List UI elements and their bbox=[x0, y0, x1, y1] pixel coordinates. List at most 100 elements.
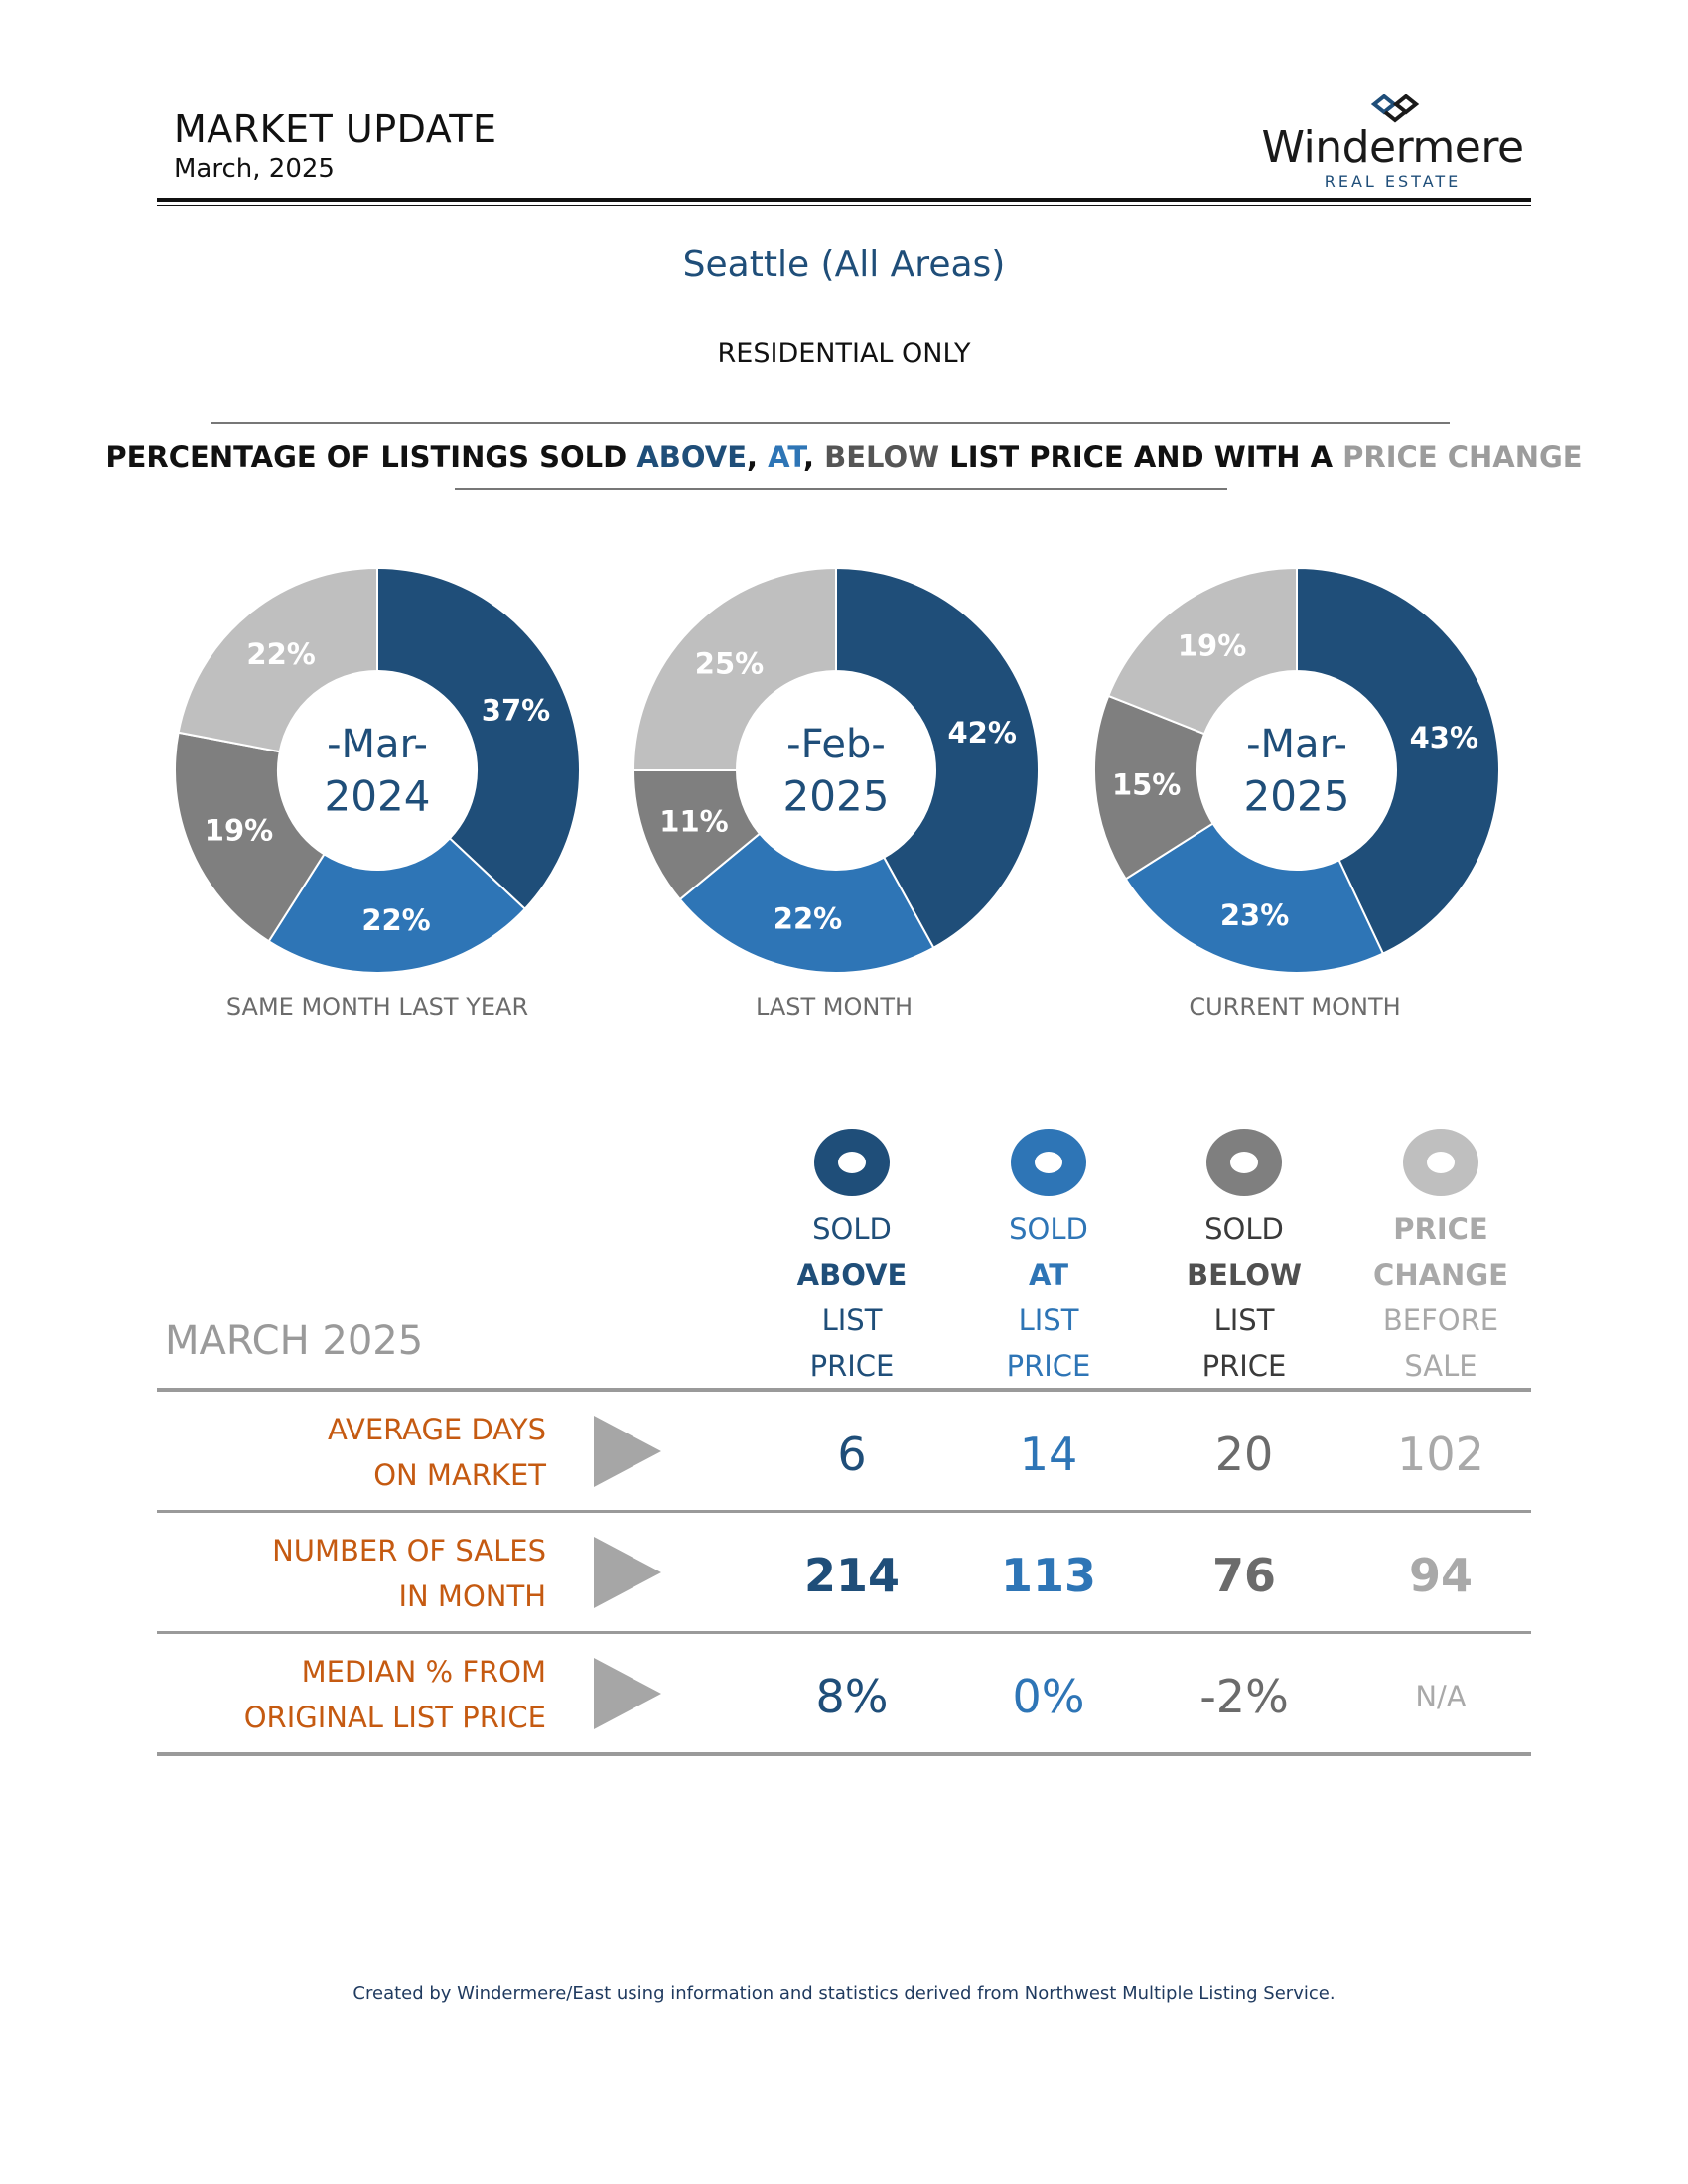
row-arrow-icon bbox=[594, 1658, 661, 1729]
donut-2-label-above: 42% bbox=[948, 716, 1017, 750]
windermere-logo: Windermere REAL ESTATE bbox=[1261, 94, 1524, 194]
donut-3-slice-at bbox=[1124, 822, 1385, 974]
column-header-line: PRICE bbox=[1393, 1212, 1488, 1246]
column-header-line: PRICE bbox=[1006, 1349, 1091, 1383]
column-header-at: SOLD AT LIST PRICE bbox=[949, 1206, 1148, 1389]
legend-ring-at-icon bbox=[1011, 1129, 1086, 1196]
column-header-line: PRICE bbox=[1201, 1349, 1287, 1383]
table-rule bbox=[157, 1510, 1531, 1513]
column-header-change: PRICE CHANGE BEFORE SALE bbox=[1341, 1206, 1540, 1389]
header-rule-thick bbox=[157, 198, 1531, 202]
cell-num-sales-below: 76 bbox=[1211, 1549, 1276, 1602]
donut-charts: 37% 22% 19% 22% -Mar- 2024 42% 22% 11% 25% -Feb- 20… bbox=[174, 566, 1500, 974]
row-label-line: IN MONTH bbox=[398, 1579, 546, 1613]
column-header-line: BELOW bbox=[1187, 1258, 1302, 1292]
donut-3-slice-change bbox=[1107, 566, 1298, 736]
cell-num-sales-above: 214 bbox=[803, 1549, 901, 1602]
donut-1-label-at: 22% bbox=[361, 903, 430, 937]
donut-1-slice-change bbox=[177, 566, 378, 753]
donut-1-center-year: 2024 bbox=[325, 772, 431, 821]
cell-avg-days-below: 20 bbox=[1214, 1428, 1274, 1481]
donut-1-slice-below bbox=[174, 731, 326, 943]
donut-3-slice-below bbox=[1093, 694, 1214, 881]
logo-subtitle: REAL ESTATE bbox=[1324, 172, 1462, 191]
legend-ring-below-icon bbox=[1206, 1129, 1282, 1196]
header-rule-thin bbox=[157, 205, 1531, 206]
windermere-logo-icon bbox=[1370, 94, 1420, 123]
title-key-change: PRICE CHANGE bbox=[1342, 440, 1583, 474]
title-comma-2: , bbox=[803, 440, 825, 474]
table-month-label: MARCH 2025 bbox=[165, 1318, 424, 1364]
donut-caption-3: CURRENT MONTH bbox=[1189, 993, 1401, 1021]
column-header-line: SOLD bbox=[1204, 1212, 1284, 1246]
donut-3-label-below: 15% bbox=[1112, 767, 1181, 801]
donut-1-label-above: 37% bbox=[482, 694, 550, 728]
cell-num-sales-at: 113 bbox=[1000, 1549, 1097, 1602]
title-key-above: ABOVE bbox=[636, 440, 748, 474]
donut-2-center-month: -Feb- bbox=[786, 722, 886, 767]
title-mid: LIST PRICE AND WITH A bbox=[939, 440, 1343, 474]
column-header-line: PRICE bbox=[809, 1349, 895, 1383]
row-label-num-sales: NUMBER OF SALES IN MONTH bbox=[149, 1528, 546, 1619]
area-title: Seattle (All Areas) bbox=[682, 244, 1006, 285]
title-key-below: BELOW bbox=[824, 440, 940, 474]
cell-num-sales-change: 94 bbox=[1408, 1549, 1473, 1602]
title-key-at: AT bbox=[768, 440, 803, 474]
cell-median-pct-at: 0% bbox=[1012, 1670, 1085, 1723]
footer-credit: Created by Windermere/East using informa… bbox=[352, 1983, 1336, 2004]
cell-avg-days-change: 102 bbox=[1397, 1428, 1484, 1481]
row-label-avg-days: AVERAGE DAYS ON MARKET bbox=[149, 1407, 546, 1498]
row-label-line: ORIGINAL LIST PRICE bbox=[243, 1701, 546, 1734]
donut-2-label-at: 22% bbox=[774, 901, 842, 935]
report-date: March, 2025 bbox=[174, 154, 335, 184]
cell-avg-days-above: 6 bbox=[837, 1428, 867, 1481]
donut-2-center-year: 2025 bbox=[783, 772, 890, 821]
donut-2-label-below: 11% bbox=[659, 804, 728, 838]
donut-2-slice-above bbox=[835, 566, 1040, 950]
section-divider-bottom bbox=[455, 488, 1227, 490]
residential-subtitle: RESIDENTIAL ONLY bbox=[717, 339, 971, 369]
column-header-line: SOLD bbox=[812, 1212, 892, 1246]
column-header-line: ABOVE bbox=[796, 1258, 908, 1292]
report-title: MARKET UPDATE bbox=[174, 107, 497, 151]
donut-3-center-year: 2025 bbox=[1244, 772, 1350, 821]
column-header-line: SOLD bbox=[1009, 1212, 1088, 1246]
donut-2-slice-at bbox=[678, 832, 935, 974]
column-header-line: AT bbox=[1029, 1258, 1068, 1292]
donut-3-label-change: 19% bbox=[1178, 628, 1246, 662]
donut-2-slice-change bbox=[632, 566, 837, 771]
donut-2-label-change: 25% bbox=[695, 647, 764, 681]
row-arrow-icon bbox=[594, 1416, 661, 1487]
row-label-median-pct: MEDIAN % FROM ORIGINAL LIST PRICE bbox=[149, 1649, 546, 1740]
row-label-line: ON MARKET bbox=[373, 1458, 546, 1492]
row-label-line: MEDIAN % FROM bbox=[301, 1655, 546, 1689]
table-rule-top bbox=[157, 1388, 1531, 1392]
donut-3-label-at: 23% bbox=[1220, 898, 1289, 932]
donut-3-label-above: 43% bbox=[1410, 721, 1478, 754]
donut-1-center-month: -Mar- bbox=[327, 722, 428, 767]
section-divider-top bbox=[211, 422, 1450, 424]
cell-median-pct-below: -2% bbox=[1199, 1670, 1289, 1723]
logo-wordmark: Windermere bbox=[1261, 122, 1524, 173]
donut-3-center-month: -Mar- bbox=[1246, 722, 1347, 767]
cell-avg-days-at: 14 bbox=[1019, 1428, 1078, 1481]
donut-1-slice-above bbox=[376, 566, 582, 911]
donut-3-slice-above bbox=[1296, 566, 1500, 955]
column-header-above: SOLD ABOVE LIST PRICE bbox=[753, 1206, 951, 1389]
legend-ring-change-icon bbox=[1403, 1129, 1478, 1196]
row-label-line: AVERAGE DAYS bbox=[328, 1413, 546, 1446]
donut-1-label-change: 22% bbox=[246, 637, 315, 671]
title-lead: PERCENTAGE OF LISTINGS SOLD bbox=[105, 440, 637, 474]
chart-section-title: PERCENTAGE OF LISTINGS SOLD ABOVE, AT, B… bbox=[0, 440, 1688, 474]
donut-1-label-below: 19% bbox=[205, 813, 273, 847]
table-rule bbox=[157, 1631, 1531, 1634]
row-label-line: NUMBER OF SALES bbox=[272, 1534, 546, 1568]
column-header-line: BEFORE bbox=[1382, 1303, 1499, 1337]
row-arrow-icon bbox=[594, 1537, 661, 1608]
table-rule-bottom bbox=[157, 1752, 1531, 1756]
column-header-line: LIST bbox=[821, 1303, 883, 1337]
cell-median-pct-above: 8% bbox=[815, 1670, 889, 1723]
column-header-line: LIST bbox=[1018, 1303, 1079, 1337]
donut-1-slice-at bbox=[267, 837, 527, 974]
donut-caption-1: SAME MONTH LAST YEAR bbox=[225, 993, 529, 1021]
